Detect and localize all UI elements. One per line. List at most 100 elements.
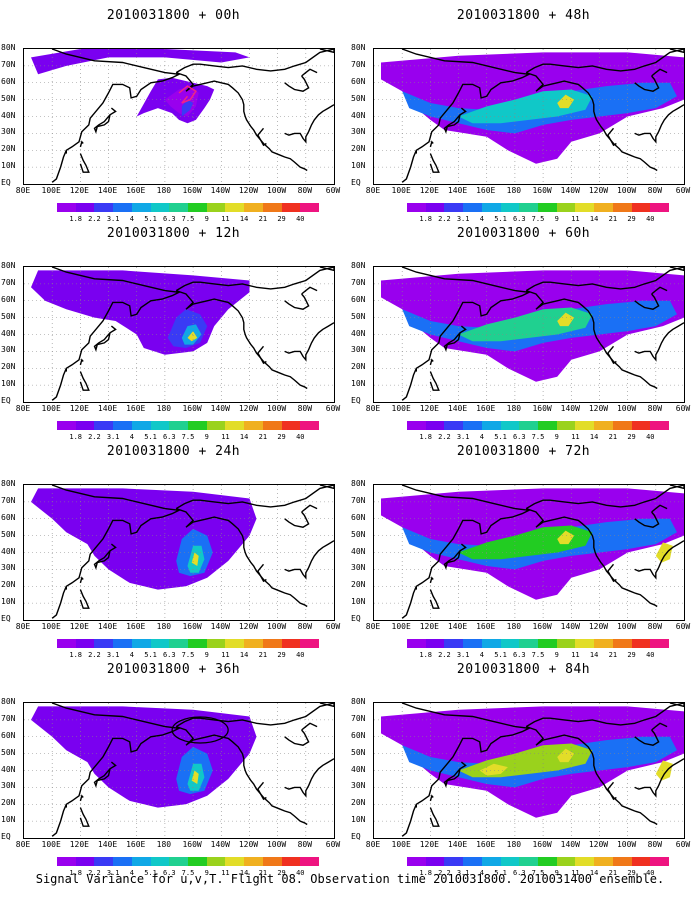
coastline xyxy=(51,267,182,401)
colorbar-swatch xyxy=(650,203,670,212)
lat-tick-label: 50N xyxy=(351,311,366,321)
colorbar-label: 40 xyxy=(646,215,655,223)
colorbar-swatch xyxy=(188,421,207,430)
colorbar-swatch xyxy=(425,203,445,212)
lon-tick-label: 120E xyxy=(419,622,439,631)
colorbar-label: 21 xyxy=(258,215,268,223)
colorbar-label: 29 xyxy=(627,215,636,223)
colorbar-swatch xyxy=(425,857,445,866)
colorbar-swatch xyxy=(425,421,445,430)
colorbar-swatch xyxy=(612,421,632,430)
colorbar-swatch xyxy=(225,203,245,212)
map-panel: 2010031800 + 60h 80N 70N 60N 50N 40N 30N 20N 10N… xyxy=(351,226,696,451)
lon-tick-label: 160W xyxy=(532,840,552,849)
colorbar-label: 1.8 xyxy=(419,215,433,223)
colorbar-label: 40 xyxy=(646,869,655,877)
lon-tick-label: 140E xyxy=(447,840,468,849)
colorbar-swatch xyxy=(75,857,95,866)
coastline xyxy=(669,49,684,54)
colorbar-label: 9 xyxy=(554,215,559,223)
lat-tick-label: EQ xyxy=(351,178,361,187)
colorbar-swatch xyxy=(650,639,670,648)
colorbar-label: 40 xyxy=(296,215,305,223)
colorbar xyxy=(57,421,320,430)
colorbar-swatch xyxy=(57,421,76,430)
lon-tick-label: 180 xyxy=(506,404,522,413)
colorbar-swatch xyxy=(481,421,501,430)
lon-tick-label: 100W xyxy=(266,404,287,413)
colorbar-label: 4 xyxy=(479,433,484,441)
lon-tick-label: 80W xyxy=(647,186,663,195)
colorbar-label: 11 xyxy=(221,215,230,223)
lon-tick-label: 140E xyxy=(97,840,118,849)
lon-tick-label: 160W xyxy=(182,840,202,849)
lat-tick-label: 40N xyxy=(351,764,366,774)
variance-contour xyxy=(191,552,199,566)
colorbar-swatch xyxy=(575,203,595,212)
colorbar-label: 9 xyxy=(204,215,209,223)
lat-tick-label: 20N xyxy=(351,144,366,154)
variance-contour xyxy=(557,530,575,545)
lon-tick-label: 140W xyxy=(210,186,230,195)
lat-tick-label: 80N xyxy=(1,43,16,52)
lat-tick-label: 60N xyxy=(351,294,366,304)
colorbar-swatch xyxy=(463,857,482,866)
colorbar-label: 3.1 xyxy=(106,433,120,441)
coastline xyxy=(175,507,308,608)
lon-tick-label: 160W xyxy=(532,186,552,195)
coastline xyxy=(651,504,668,513)
lon-tick-label: 80W xyxy=(297,186,313,195)
map-panel: 2010031800 + 84h 80N 70N 60N 50N 40N 30N 20N 10N… xyxy=(351,662,696,887)
lat-tick-label: 40N xyxy=(1,328,16,338)
lon-tick-label: 100W xyxy=(266,186,287,195)
coastline xyxy=(525,507,658,608)
colorbar-label: 2.2 xyxy=(88,869,101,877)
coastline xyxy=(634,75,660,92)
lon-tick-label: 100E xyxy=(41,186,61,195)
colorbar-label: 29 xyxy=(627,651,636,659)
lat-tick-label: 80N xyxy=(1,479,16,488)
colorbar-swatch xyxy=(94,203,114,212)
lon-tick-label: 160E xyxy=(126,622,146,631)
colorbar xyxy=(407,421,670,430)
lon-tick-label: 80E xyxy=(15,622,31,631)
variance-contour xyxy=(557,312,575,327)
coastline xyxy=(429,794,434,802)
coastline xyxy=(443,325,467,352)
colorbar-swatch xyxy=(500,421,520,430)
lon-tick-label: 80E xyxy=(15,404,31,413)
coastline xyxy=(175,485,334,510)
colorbar-swatch xyxy=(463,639,482,648)
colorbar-swatch xyxy=(594,203,613,212)
panel-title: 2010031800 + 84h xyxy=(456,662,591,677)
colorbar-label: 3.1 xyxy=(456,869,470,877)
colorbar-swatch xyxy=(556,639,576,648)
colorbar-label: 3.1 xyxy=(106,651,120,659)
coastline xyxy=(634,293,660,310)
colorbar-swatch xyxy=(631,857,651,866)
colorbar-swatch xyxy=(75,421,95,430)
coastline xyxy=(175,703,334,728)
colorbar-label: 14 xyxy=(239,869,249,877)
lon-tick-label: 60W xyxy=(675,840,691,849)
colorbar-label: 5.1 xyxy=(494,215,507,223)
colorbar-swatch xyxy=(131,857,151,866)
colorbar-swatch xyxy=(519,857,539,866)
colorbar-label: 5.1 xyxy=(494,651,507,659)
lon-tick-label: 180 xyxy=(156,404,172,413)
colorbar-swatch xyxy=(425,639,445,648)
colorbar-label: 11 xyxy=(221,869,230,877)
lat-tick-label: 80N xyxy=(351,261,366,270)
lat-tick-label: EQ xyxy=(351,832,361,841)
lat-tick-label: 50N xyxy=(351,529,366,539)
colorbar-label: 1.8 xyxy=(419,869,433,877)
lon-tick-label: 160E xyxy=(126,840,146,849)
colorbar-swatch xyxy=(519,421,539,430)
colorbar-label: 6.3 xyxy=(512,651,526,659)
colorbar xyxy=(407,639,670,648)
lon-tick-label: 80E xyxy=(15,840,31,849)
colorbar-label: 7.5 xyxy=(181,215,195,223)
coastline xyxy=(401,49,532,183)
colorbar-label: 9 xyxy=(204,869,209,877)
colorbar-label: 11 xyxy=(571,433,580,441)
